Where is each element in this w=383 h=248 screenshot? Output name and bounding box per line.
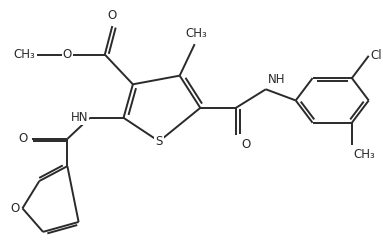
Text: CH₃: CH₃ xyxy=(186,28,208,40)
Text: O: O xyxy=(108,9,117,22)
Text: Cl: Cl xyxy=(371,49,382,62)
Text: O: O xyxy=(241,138,251,151)
Text: HN: HN xyxy=(70,111,88,124)
Text: CH₃: CH₃ xyxy=(14,48,36,61)
Text: CH₃: CH₃ xyxy=(354,148,375,160)
Text: S: S xyxy=(155,135,163,148)
Text: NH: NH xyxy=(268,73,285,86)
Text: O: O xyxy=(10,202,20,215)
Text: O: O xyxy=(63,48,72,61)
Text: O: O xyxy=(19,132,28,145)
